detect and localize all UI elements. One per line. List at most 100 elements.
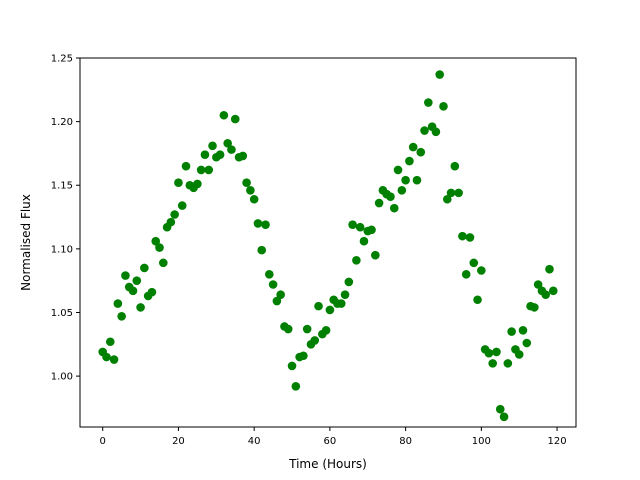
data-point <box>469 258 479 268</box>
data-point <box>268 280 278 289</box>
data-point <box>261 220 270 229</box>
data-point <box>117 312 126 321</box>
x-tick-label: 120 <box>548 436 567 447</box>
x-tick-label: 0 <box>100 436 106 447</box>
data-point <box>325 305 335 315</box>
data-point <box>439 102 448 111</box>
data-point <box>158 258 168 268</box>
data-point <box>230 114 240 124</box>
data-point <box>113 299 123 308</box>
data-point <box>246 186 255 195</box>
data-point <box>408 142 418 152</box>
data-point <box>367 225 376 235</box>
data-point <box>109 355 119 364</box>
x-tick-label: 20 <box>172 436 185 447</box>
data-point <box>548 286 558 296</box>
data-point <box>121 271 130 280</box>
x-tick-label: 100 <box>472 436 491 447</box>
data-point <box>522 338 532 348</box>
data-point <box>336 299 346 308</box>
data-point <box>352 256 361 265</box>
data-point <box>393 165 403 175</box>
data-point <box>299 351 308 361</box>
data-point <box>424 98 433 107</box>
data-point <box>140 263 149 273</box>
y-tick-label: 1.25 <box>51 54 73 65</box>
data-point <box>458 231 467 241</box>
data-point <box>177 201 187 210</box>
data-point <box>155 243 164 252</box>
data-point <box>105 337 115 347</box>
data-point <box>170 210 179 219</box>
data-point <box>287 361 297 371</box>
data-point <box>166 217 176 227</box>
x-tick-label: 60 <box>324 436 337 447</box>
data-point <box>416 147 426 157</box>
data-point <box>204 165 214 175</box>
data-point <box>461 270 471 279</box>
data-point <box>530 303 539 312</box>
y-axis-ticks: 1.00 1.05 1.10 1.15 1.20 1.25 <box>51 54 80 383</box>
data-point <box>257 245 267 255</box>
data-point <box>405 156 414 166</box>
data-point <box>492 347 501 357</box>
data-point <box>397 186 407 195</box>
data-point <box>507 327 516 336</box>
data-point <box>545 264 554 274</box>
data-point <box>446 188 456 198</box>
y-tick-label: 1.05 <box>51 308 73 319</box>
data-point <box>272 296 282 306</box>
data-point <box>249 194 259 204</box>
data-point <box>431 127 441 137</box>
data-point <box>454 188 463 198</box>
data-point <box>291 381 301 391</box>
data-point <box>477 266 486 275</box>
data-point <box>371 250 380 260</box>
data-point <box>389 203 399 213</box>
data-point <box>276 290 285 299</box>
x-tick-label: 40 <box>248 436 261 447</box>
y-tick-label: 1.15 <box>51 181 73 192</box>
data-point <box>238 151 248 161</box>
data-point <box>253 219 263 228</box>
data-point <box>533 280 543 289</box>
data-point <box>132 276 142 285</box>
data-point <box>355 222 365 232</box>
data-point <box>503 359 513 368</box>
x-axis-label: Time (Hours) <box>288 457 367 471</box>
x-axis-ticks: 0 20 40 60 80 100 120 <box>100 427 567 447</box>
data-point <box>102 352 111 362</box>
data-point <box>359 236 369 246</box>
data-point <box>435 70 444 79</box>
data-point <box>340 290 350 299</box>
y-axis-label: Normalised Flux <box>19 194 33 291</box>
y-tick-label: 1.00 <box>51 372 73 383</box>
data-point <box>541 290 551 299</box>
data-point <box>420 126 429 135</box>
y-tick-label: 1.20 <box>51 117 73 128</box>
data-point <box>450 161 460 171</box>
data-point <box>181 161 191 171</box>
data-point <box>215 150 225 160</box>
data-point <box>223 138 232 148</box>
data-point <box>208 141 217 151</box>
data-point <box>344 277 354 287</box>
plot-frame <box>79 57 577 428</box>
data-point <box>495 404 505 414</box>
data-point <box>401 175 410 185</box>
data-point <box>283 324 293 334</box>
data-point <box>147 287 157 297</box>
data-point <box>484 348 494 358</box>
data-point <box>151 236 161 246</box>
data-point <box>473 295 482 305</box>
data-point <box>514 350 524 359</box>
data-point <box>242 178 251 187</box>
data-point <box>488 359 498 368</box>
data-point <box>265 270 274 279</box>
data-points <box>98 70 558 422</box>
y-tick-label: 1.10 <box>51 244 73 255</box>
data-point <box>196 165 206 175</box>
data-point <box>136 303 145 312</box>
